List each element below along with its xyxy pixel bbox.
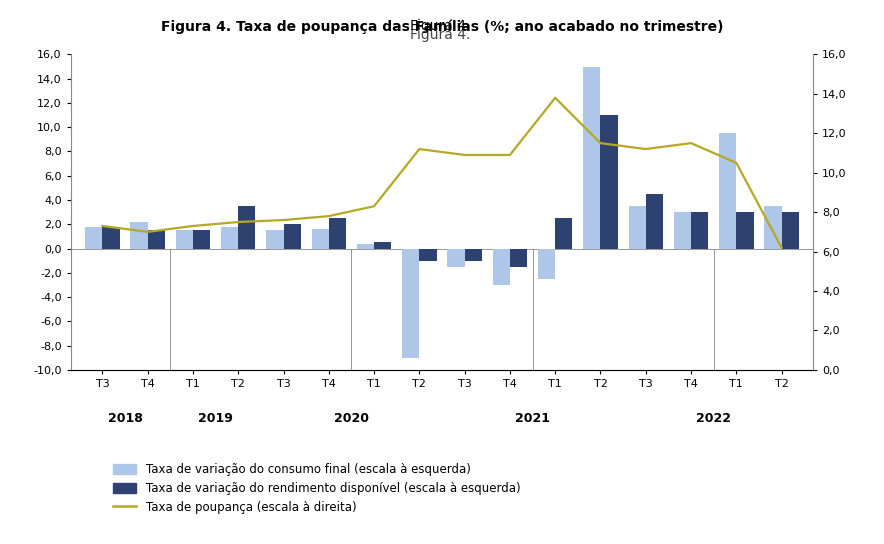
Bar	[674, 212, 691, 249]
Text: Figura 4.: Figura 4.	[409, 28, 475, 42]
Bar	[765, 206, 781, 249]
Bar	[131, 222, 148, 249]
Bar	[284, 224, 301, 249]
Text: 2020: 2020	[334, 412, 369, 424]
Bar	[583, 66, 600, 249]
Bar	[176, 230, 193, 249]
Bar	[221, 227, 239, 249]
Bar	[781, 212, 799, 249]
Bar	[645, 194, 663, 249]
Bar	[85, 227, 103, 249]
Bar	[629, 206, 645, 249]
Bar	[266, 230, 284, 249]
Bar	[402, 249, 419, 358]
Legend: Taxa de variação do consumo final (escala à esquerda), Taxa de variação do rendi: Taxa de variação do consumo final (escal…	[108, 458, 525, 518]
Text: Figura 4.: Figura 4.	[409, 19, 475, 33]
Text: 2018: 2018	[108, 412, 142, 424]
Bar	[447, 249, 465, 267]
Text: 2021: 2021	[515, 412, 550, 424]
Bar	[555, 218, 573, 249]
Text: Figura 4. Taxa de poupança das Famílias (%; ano acabado no trimestre): Figura 4. Taxa de poupança das Famílias …	[161, 19, 723, 34]
Text: 2019: 2019	[198, 412, 233, 424]
Bar	[193, 230, 210, 249]
Bar	[736, 212, 753, 249]
Bar	[419, 249, 437, 261]
Bar	[239, 206, 255, 249]
Bar	[148, 230, 165, 249]
Bar	[465, 249, 482, 261]
Bar	[600, 115, 618, 249]
Bar	[329, 218, 346, 249]
Bar	[538, 249, 555, 279]
Bar	[103, 227, 119, 249]
Bar	[357, 244, 374, 249]
Bar	[311, 229, 329, 249]
Bar	[374, 243, 392, 249]
Bar	[691, 212, 708, 249]
Text: 2022: 2022	[697, 412, 731, 424]
Bar	[510, 249, 527, 267]
Bar	[492, 249, 510, 285]
Bar	[719, 133, 736, 249]
